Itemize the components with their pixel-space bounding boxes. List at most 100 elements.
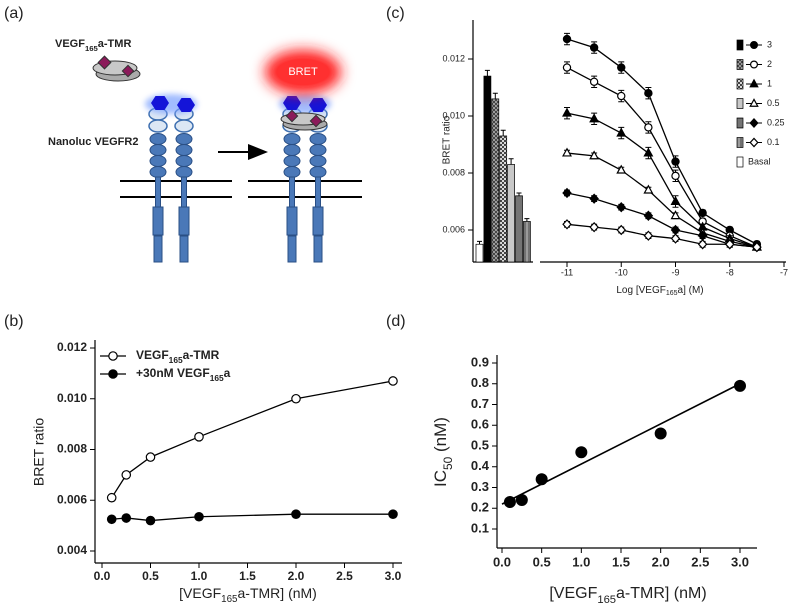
data-point: [643, 147, 654, 157]
x-tick-label: 0.0: [94, 569, 111, 583]
y-tick-label: 0.6: [471, 417, 489, 432]
bar: [499, 135, 508, 263]
label-part: VEGF: [136, 348, 169, 362]
x-tick-label: 1.0: [572, 554, 590, 569]
series-line: [566, 66, 758, 248]
panel-label: (b): [4, 313, 24, 330]
x-tick-label: -7: [780, 267, 788, 277]
panel-label: (c): [386, 5, 405, 22]
legend-label: 3: [767, 39, 772, 49]
diagram: VEGF165a-TMR Nanoluc VEGFR2: [48, 38, 362, 263]
series-line: [566, 112, 758, 248]
x-tick-label: 1.5: [612, 554, 630, 569]
y-tick-label: 0.010: [57, 391, 87, 405]
data-point: [616, 201, 627, 213]
y-tick-label: 0.3: [471, 479, 489, 494]
legend-label: 0.1: [767, 137, 780, 147]
data-point: [654, 427, 667, 440]
legend-marker: [749, 60, 758, 69]
legend-label: Basal: [748, 156, 771, 166]
data-point: [671, 171, 680, 181]
data-point: [589, 43, 599, 52]
data-point: [562, 34, 572, 44]
legend-marker: [749, 137, 759, 148]
label-part: +30nM VEGF: [136, 366, 210, 380]
label-part: 165: [210, 373, 224, 383]
y-axis-label: BRET ratio: [31, 418, 47, 486]
data-point: [617, 63, 626, 72]
legend-swatch: [736, 59, 744, 70]
series-line: [566, 192, 757, 248]
legend-marker: [749, 98, 759, 107]
x-tick-label: 0.0: [493, 554, 511, 569]
label-part: 165: [666, 290, 678, 297]
data-point: [670, 195, 681, 205]
y-tick-label: 0.006: [442, 224, 465, 234]
y-tick-label: 0.4: [471, 458, 490, 473]
data-point: [575, 446, 588, 459]
y-axis-label: BRET ratio: [442, 115, 453, 164]
legend-swatch: [736, 137, 744, 148]
legend-swatch: [736, 98, 744, 109]
label-part: 165: [85, 44, 99, 53]
nanoluc: [145, 94, 331, 114]
data-point: [671, 157, 680, 166]
data-point: [515, 493, 528, 506]
x-tick-label: -10: [615, 267, 628, 277]
label-part: IC: [431, 470, 450, 487]
data-point: [617, 91, 626, 101]
data-point: [194, 432, 204, 442]
label-part: 165: [221, 594, 238, 605]
x-tick-label: -8: [726, 267, 734, 277]
y-axis-label: IC50 (nM): [431, 417, 455, 487]
bar: [483, 75, 492, 263]
y-tick-label: 0.8: [471, 375, 489, 390]
y-tick-label: 0.012: [57, 340, 87, 354]
error-bar: [484, 69, 490, 77]
x-tick-label: 2.0: [288, 569, 305, 583]
fit-line: [501, 383, 741, 505]
data-point: [562, 147, 572, 157]
legend-marker: [108, 351, 118, 361]
panel-label: (a): [4, 5, 24, 22]
error-bar: [500, 129, 506, 136]
data-point: [616, 127, 627, 137]
data-point: [697, 239, 708, 250]
x-tick-label: 2.5: [691, 554, 709, 569]
label-part: a-TMR: [183, 348, 220, 362]
legend-swatch: [736, 78, 744, 90]
legend-label: 0.5: [767, 98, 780, 108]
data-point: [503, 496, 516, 509]
x-tick-label: 1.5: [239, 569, 256, 583]
series-line: [566, 152, 758, 248]
bret-signal: BRET: [265, 50, 341, 94]
data-point: [724, 239, 735, 250]
legend-label: VEGF165a-TMR: [136, 348, 220, 365]
x-tick-label: 3.0: [731, 554, 749, 569]
data-point: [589, 193, 599, 204]
data-point: [589, 113, 600, 123]
receptors: [148, 107, 328, 263]
data-point: [644, 123, 653, 132]
data-point: [562, 187, 572, 199]
error-bar: [508, 158, 514, 165]
label-part: a: [224, 366, 231, 380]
y-tick-label: 0.010: [442, 110, 465, 120]
bar: [475, 243, 484, 263]
y-tick-label: 0.004: [57, 543, 87, 557]
error-bar: [477, 240, 482, 245]
x-tick-label: -9: [671, 267, 679, 277]
data-point: [670, 210, 681, 220]
legend-swatch: [736, 117, 744, 129]
data-point: [616, 164, 627, 174]
data-point: [698, 208, 707, 218]
data-point: [643, 210, 654, 221]
label-part: 165: [597, 594, 616, 606]
error-bar: [492, 92, 498, 99]
legend-label: 1: [767, 78, 772, 88]
data-point: [106, 514, 117, 525]
data-point: [145, 452, 156, 462]
y-tick-label: 0.012: [442, 53, 465, 63]
data-point: [644, 88, 653, 98]
